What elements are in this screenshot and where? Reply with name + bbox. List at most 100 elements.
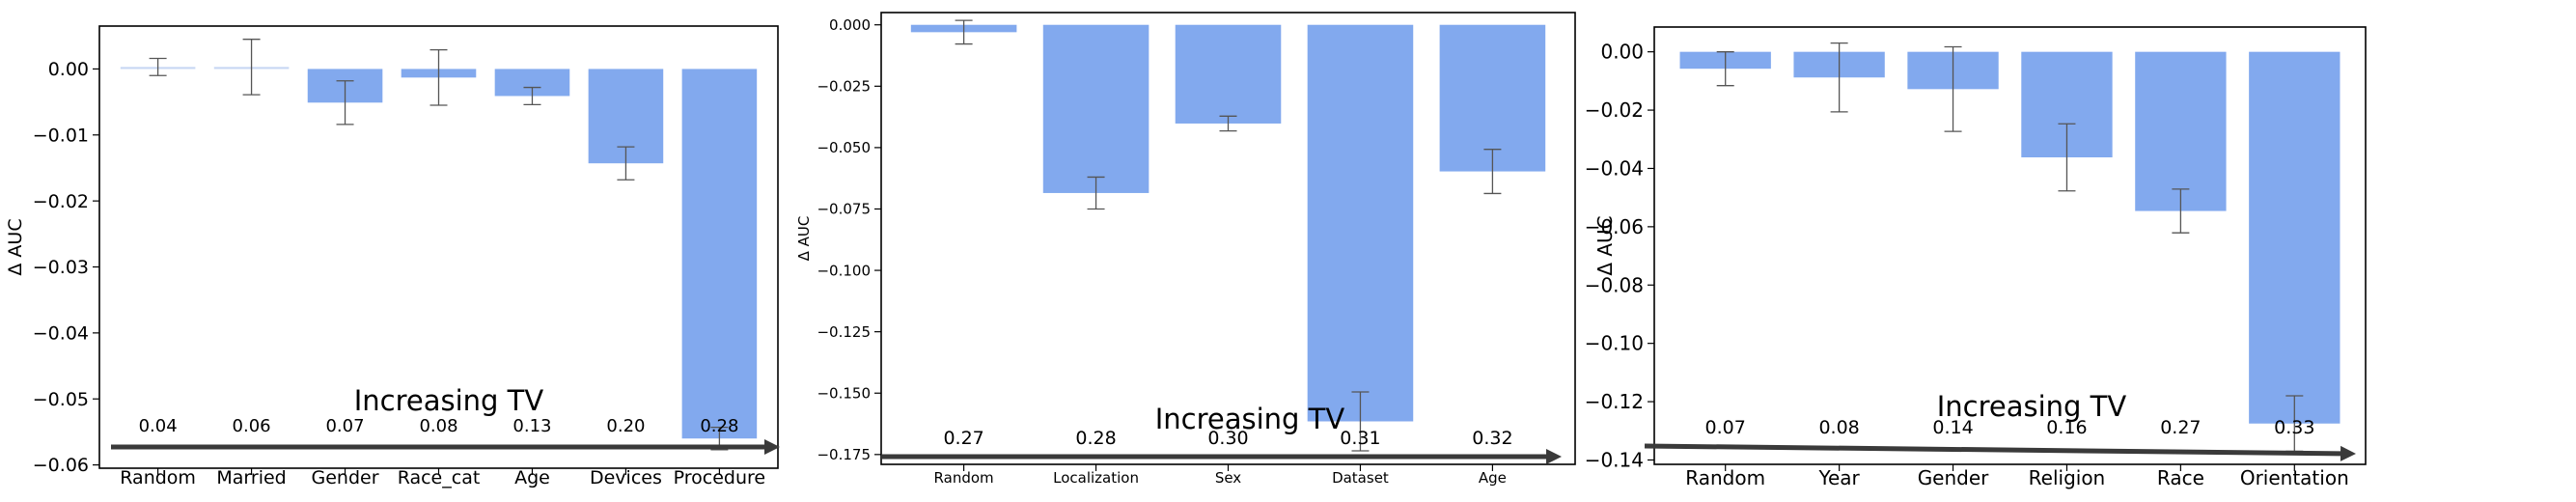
tv-value-label: 0.31: [1340, 428, 1380, 449]
bar-procedure: [681, 69, 758, 439]
bar-age: [1439, 24, 1546, 172]
y-axis-label: Δ AUC: [795, 216, 813, 262]
chart-panel-1: 0.00 −0.01 −0.02 −0.03 −0.04 −0.05 −0.06 Random…: [5, 25, 780, 488]
tv-value-label: 0.13: [512, 416, 551, 436]
y-tick-label: −0.12: [1585, 390, 1644, 413]
y-tick-label: −0.175: [817, 446, 871, 463]
y-tick-label: −0.02: [1585, 98, 1644, 122]
tv-value-label: 0.27: [2160, 417, 2201, 438]
bar-sex: [1175, 24, 1282, 124]
x-tick-label: Gender: [1918, 466, 1989, 489]
x-tick-label: Orientation: [2240, 466, 2349, 489]
tv-value-label: 0.08: [1818, 417, 1859, 438]
x-tick-label: Dataset: [1332, 469, 1389, 487]
y-tick-label: −0.01: [33, 125, 89, 146]
increasing-tv-arrow: [882, 449, 1562, 464]
y-tick-label: −0.08: [1585, 273, 1644, 296]
error-bar-race-cat: [429, 48, 448, 106]
y-tick-label: 0.000: [829, 16, 871, 34]
y-tick-label: −0.06: [1585, 215, 1644, 238]
bar-orientation: [2249, 51, 2341, 424]
y-tick-label: −0.100: [817, 262, 871, 279]
error-bar-random: [1716, 51, 1734, 87]
arrow-head: [1546, 449, 1562, 464]
tv-value-label: 0.07: [325, 416, 364, 436]
tv-value-label: 0.20: [606, 416, 645, 436]
increasing-tv-arrow: [111, 439, 780, 455]
x-tick-label: Sex: [1215, 469, 1241, 487]
plot-frame: [1653, 26, 2367, 465]
increasing-tv-annotation: Increasing TV: [354, 384, 544, 417]
tv-value-label: 0.04: [139, 416, 178, 436]
tv-value-label: 0.06: [233, 416, 271, 436]
x-tick-label: Age: [514, 467, 550, 488]
bar-dataset: [1307, 24, 1414, 422]
tv-value-label: 0.32: [1472, 428, 1512, 449]
error-bar-random: [149, 57, 167, 76]
error-bar-age: [523, 86, 541, 105]
y-tick-label: −0.04: [1585, 156, 1644, 180]
error-bar-race: [2172, 188, 2190, 234]
arrow-head: [2340, 445, 2356, 461]
increasing-tv-annotation: Increasing TV: [1155, 403, 1345, 435]
x-tick-label: Year: [1817, 466, 1860, 489]
x-tick-label: Married: [216, 467, 286, 488]
tv-value-label: 0.27: [943, 428, 983, 449]
error-bar-devices: [617, 146, 635, 181]
tv-value-label: 0.28: [1075, 428, 1116, 449]
x-tick-label: Gender: [312, 467, 379, 488]
y-tick-label: −0.06: [33, 455, 89, 476]
error-bar-sex: [1219, 115, 1237, 132]
y-axis-label: Δ AUC: [5, 218, 26, 275]
error-bar-year: [1830, 42, 1848, 113]
tv-value-label: 0.28: [700, 416, 738, 436]
tv-value-label: 0.07: [1705, 417, 1746, 438]
increasing-tv-arrow: [1644, 443, 2356, 461]
error-bar-localization: [1087, 176, 1105, 210]
arrow-shaft: [1644, 443, 2341, 457]
y-tick-label: −0.125: [817, 323, 871, 341]
y-tick-label: −0.10: [1585, 332, 1644, 355]
error-bar-married: [242, 39, 261, 96]
y-axis-label: Δ AUC: [1593, 215, 1617, 275]
y-tick-label: −0.05: [33, 389, 89, 410]
x-tick-label: Procedure: [674, 467, 765, 488]
tv-value-label: 0.16: [2046, 417, 2087, 438]
x-tick-label: Random: [120, 467, 196, 488]
tv-value-label: 0.30: [1207, 428, 1248, 449]
error-bar-gender: [336, 80, 354, 126]
y-tick-label: −0.03: [33, 257, 89, 278]
x-tick-label: Devices: [590, 467, 662, 488]
y-tick-label: −0.025: [817, 78, 871, 96]
chart-panel-3: 0.00 −0.02 −0.04 −0.06 −0.08 −0.10 −0.12 −0.14 R…: [1585, 26, 2367, 489]
bar-localization: [1042, 24, 1150, 193]
tv-value-label: 0.33: [2274, 417, 2314, 438]
y-tick-label: −0.04: [33, 323, 89, 345]
x-tick-label: Race: [2157, 466, 2204, 489]
error-bar-gender: [1944, 45, 1962, 132]
y-tick-label: −0.14: [1585, 448, 1644, 471]
y-tick-label: −0.150: [817, 384, 871, 402]
x-tick-label: Localization: [1053, 469, 1139, 487]
arrow-head: [764, 439, 780, 455]
y-tick-label: 0.00: [48, 59, 89, 80]
chart-panel-2: 0.000 −0.025 −0.050 −0.075 −0.100 −0.125 −0.15…: [795, 12, 1576, 487]
x-tick-label: Random: [1685, 466, 1765, 489]
error-bar-dataset: [1351, 391, 1370, 452]
error-bar-age: [1483, 149, 1502, 195]
y-tick-label: −0.02: [33, 191, 89, 212]
increasing-tv-annotation: Increasing TV: [1937, 390, 2127, 423]
x-tick-label: Religion: [2029, 466, 2106, 489]
tv-value-label: 0.14: [1932, 417, 1973, 438]
y-tick-label: −0.075: [817, 201, 871, 218]
bar-race: [2135, 51, 2227, 211]
x-tick-label: Age: [1479, 469, 1507, 487]
error-bar-random: [955, 19, 973, 45]
y-tick-label: −0.050: [817, 139, 871, 156]
tv-value-label: 0.08: [419, 416, 457, 436]
error-bar-religion: [2058, 123, 2076, 192]
x-tick-label: Random: [934, 469, 994, 487]
y-tick-label: 0.00: [1600, 41, 1644, 64]
x-tick-label: Race_cat: [398, 467, 481, 488]
